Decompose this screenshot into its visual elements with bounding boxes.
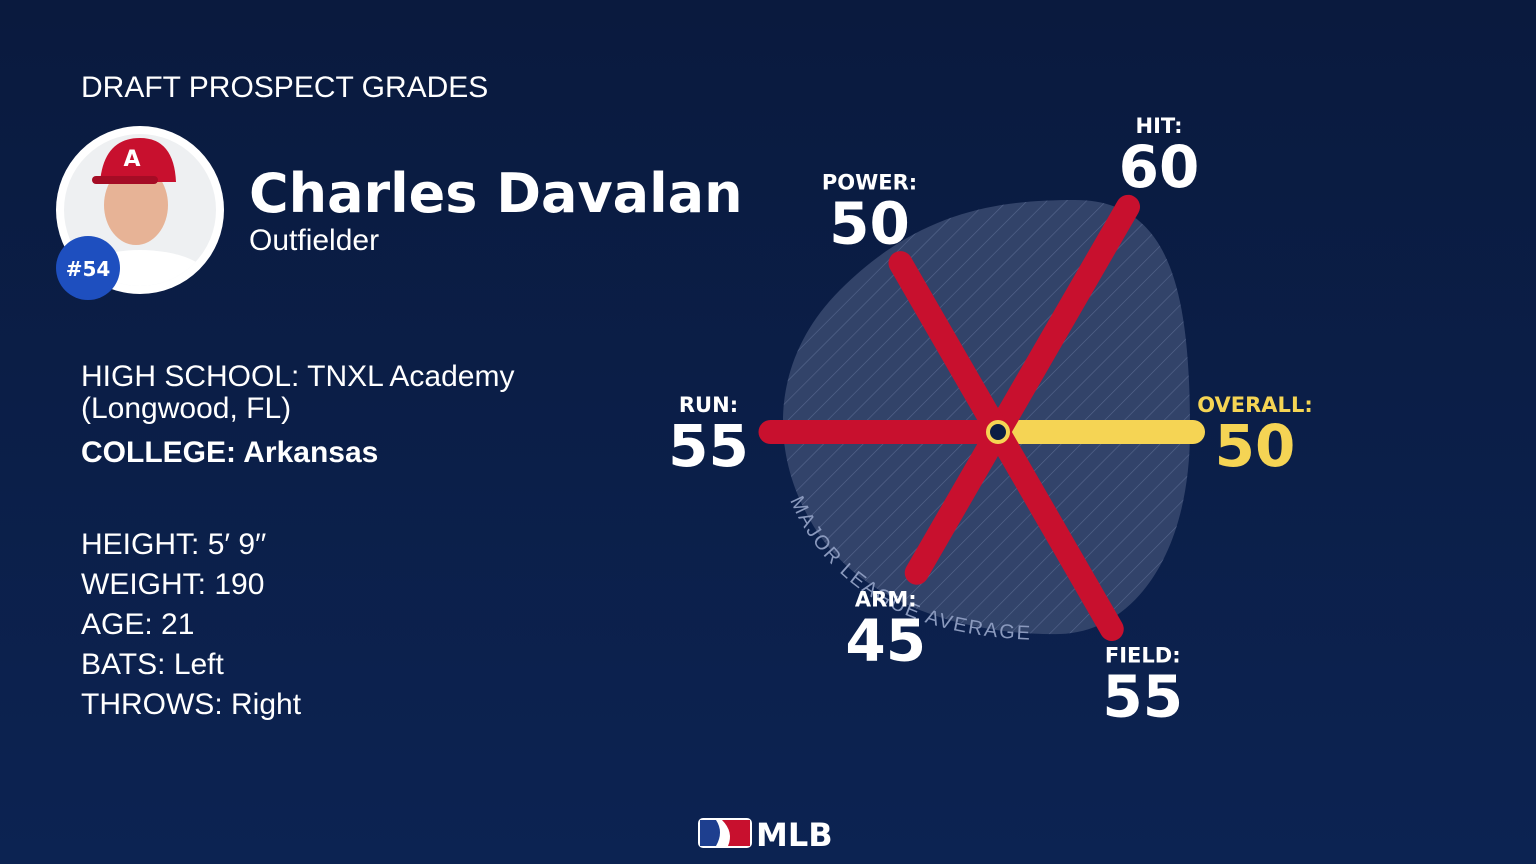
value: 5′ 9′′ xyxy=(208,528,267,561)
label: HEIGHT: xyxy=(81,528,199,561)
grade-label: ARM: xyxy=(855,587,917,611)
value: Right xyxy=(231,688,302,721)
grade-label: RUN: xyxy=(679,393,738,417)
label: BATS: xyxy=(81,648,165,681)
value: TNXL Academy xyxy=(307,360,514,393)
value: Arkansas xyxy=(243,436,378,469)
college: COLLEGE: Arkansas xyxy=(81,436,378,469)
brand: MLB xyxy=(756,816,833,854)
jersey-number: #54 xyxy=(66,257,111,281)
high-school: HIGH SCHOOL: TNXL Academy xyxy=(81,360,514,393)
center-dot xyxy=(986,420,1010,444)
radar: MAJOR LEAGUE AVERAGE OVERALL:50HIT:60POW… xyxy=(668,114,1313,731)
player-position: Outfielder xyxy=(249,224,379,257)
spoke xyxy=(986,420,1124,642)
info: HIGH SCHOOL: TNXL Academy (Longwood, FL)… xyxy=(81,360,514,721)
label: COLLEGE: xyxy=(81,436,236,469)
player-name: Charles Davalan xyxy=(249,162,743,225)
spoke xyxy=(986,194,1140,444)
page-title: DRAFT PROSPECT GRADES xyxy=(81,71,488,104)
info-row: THROWS: Right xyxy=(81,688,302,721)
grade-label: HIT: xyxy=(1136,114,1183,138)
info-row: HEIGHT: 5′ 9′′ xyxy=(81,528,267,561)
grade-value: 50 xyxy=(1215,412,1296,480)
grade-value: 50 xyxy=(829,189,910,257)
player-photo: A #54 xyxy=(56,126,224,300)
spoke xyxy=(904,420,1010,585)
info-row: BATS: Left xyxy=(81,648,225,681)
grade-value: 55 xyxy=(668,412,749,480)
grade-label: FIELD: xyxy=(1105,644,1181,668)
label: THROWS: xyxy=(81,688,223,721)
label: WEIGHT: xyxy=(81,568,206,601)
grade-label: OVERALL: xyxy=(1197,393,1312,417)
grade-value: 45 xyxy=(845,606,926,674)
mlb-logo: MLB xyxy=(698,816,833,854)
high-school-location: (Longwood, FL) xyxy=(81,392,291,425)
value: Left xyxy=(174,648,225,681)
grade-value: 60 xyxy=(1119,133,1200,201)
label: HIGH SCHOOL: xyxy=(81,360,299,393)
grade-label: POWER: xyxy=(822,170,917,194)
grade-value: 55 xyxy=(1102,663,1183,731)
svg-text:A: A xyxy=(123,147,140,172)
info-row: AGE: 21 xyxy=(81,608,194,641)
value: 21 xyxy=(161,608,194,641)
info-row: WEIGHT: 190 xyxy=(81,568,264,601)
value: 190 xyxy=(214,568,264,601)
spoke xyxy=(888,251,1010,444)
label: AGE: xyxy=(81,608,153,641)
